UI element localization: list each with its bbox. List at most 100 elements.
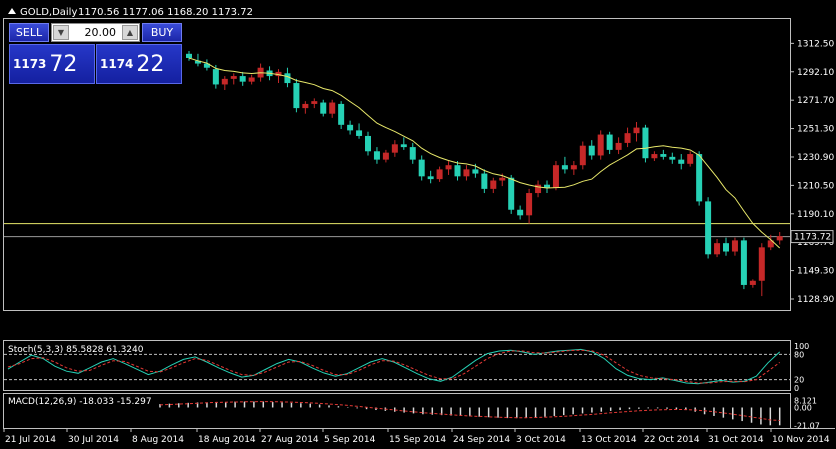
stochastic-title: Stoch(5,3,3) 85.5828 61.3240	[8, 345, 144, 355]
bearish-candle	[293, 78, 300, 113]
lot-decrease-button[interactable]: ▼	[53, 25, 69, 40]
candle-body	[400, 144, 407, 148]
sell-button[interactable]: SELL	[9, 23, 49, 42]
bearish-candle	[705, 197, 712, 259]
candle-body	[633, 127, 640, 134]
candle-body	[517, 209, 524, 216]
lot-size-value[interactable]: 20.00	[84, 26, 117, 39]
candle-body	[338, 103, 345, 125]
bearish-candle	[418, 155, 425, 181]
bearish-candle	[356, 123, 363, 139]
date-tick-label: 15 Sep 2014	[389, 435, 446, 445]
candle-body	[481, 173, 488, 189]
buy-button[interactable]: BUY	[142, 23, 182, 42]
bullish-candle	[329, 99, 336, 118]
date-tick-label: 8 Aug 2014	[132, 435, 184, 445]
candle-body	[365, 135, 371, 152]
price-tick-label: 1210.50	[797, 181, 834, 191]
candle-body	[347, 124, 354, 131]
candle-body	[651, 154, 658, 159]
candle-body	[284, 73, 291, 84]
candle-body	[570, 165, 577, 170]
candle-body	[731, 240, 738, 252]
bullish-candle	[776, 232, 783, 245]
candle-body	[749, 280, 756, 285]
candle-body	[463, 169, 470, 177]
bearish-candle	[606, 131, 613, 155]
price-tick-label: 1312.50	[797, 39, 834, 49]
candle-body	[758, 247, 765, 281]
candle-body	[552, 165, 559, 188]
bullish-candle	[311, 98, 318, 109]
candle-body	[472, 169, 479, 174]
macd-tick-label: -21.07	[794, 421, 820, 430]
date-tick-label: 27 Aug 2014	[261, 435, 319, 445]
bullish-candle	[382, 149, 389, 163]
date-tick-label: 24 Sep 2014	[453, 435, 510, 445]
buy-price-quote[interactable]: 1174 22	[96, 44, 182, 84]
last-price-badge: 1173.72	[790, 230, 834, 244]
bullish-candle	[758, 243, 765, 297]
bearish-candle	[284, 67, 291, 88]
candle-body	[499, 177, 506, 181]
chevron-up-icon: ▲	[126, 28, 134, 37]
sell-price-quote[interactable]: 1173 72	[9, 44, 95, 84]
bearish-candle	[481, 169, 488, 194]
bearish-candle	[696, 151, 703, 206]
candle-body	[660, 154, 667, 157]
candle-body	[669, 156, 676, 160]
stochastic-tick-label: 100	[794, 342, 809, 351]
candle-body	[302, 103, 309, 109]
candle-body	[767, 240, 774, 248]
bullish-candle	[248, 74, 255, 85]
candle-body	[239, 76, 246, 82]
candle-body	[579, 145, 586, 166]
chart-symbol-label: GOLD,Daily	[20, 7, 77, 18]
bullish-candle	[221, 76, 228, 91]
candle-body	[373, 151, 380, 160]
candle-body	[615, 142, 622, 150]
price-tick-label: 1230.90	[797, 153, 834, 163]
candle-body	[409, 147, 416, 160]
date-tick-label: 21 Jul 2014	[5, 435, 56, 445]
bullish-candle	[490, 177, 497, 194]
lot-increase-button[interactable]: ▲	[122, 25, 138, 40]
buy-price-small: 1174	[100, 57, 134, 71]
date-tick-label: 3 Oct 2014	[516, 435, 566, 445]
last-price-badge-box	[790, 230, 834, 244]
bearish-candle	[544, 180, 550, 194]
bearish-candle	[508, 174, 515, 214]
bearish-candle	[338, 101, 345, 129]
candle-body	[427, 176, 434, 180]
date-tick-label: 22 Oct 2014	[644, 435, 700, 445]
price-tick-label: 1190.10	[797, 210, 834, 220]
stochastic-main-line	[7, 348, 781, 385]
price-tick-label: 1128.90	[797, 295, 834, 305]
bearish-candle	[400, 137, 407, 150]
candle-body	[203, 63, 210, 68]
bullish-candle	[445, 161, 452, 175]
bearish-candle	[203, 59, 210, 71]
bearish-candle	[669, 152, 676, 164]
bearish-candle	[409, 142, 416, 164]
bearish-candle	[561, 156, 568, 174]
stochastic-tick-label: 20	[794, 376, 804, 385]
candle-body	[723, 243, 729, 252]
bullish-candle	[230, 73, 237, 85]
bearish-candle	[365, 131, 371, 156]
macd-tick-label: 8.121	[794, 397, 817, 406]
candle-body	[606, 134, 613, 150]
bullish-candle	[749, 279, 756, 288]
collapse-triangle-icon[interactable]	[8, 8, 16, 14]
candle-body	[678, 159, 685, 164]
candle-body	[714, 243, 721, 255]
lot-size-input[interactable]: ▼ 20.00 ▲	[51, 23, 140, 42]
candle-body	[561, 165, 568, 170]
bearish-candle	[723, 237, 729, 256]
bullish-candle	[535, 180, 542, 198]
candle-body	[382, 152, 389, 160]
price-tick-label: 1251.30	[797, 125, 834, 135]
candle-body	[597, 134, 604, 156]
bullish-candle	[767, 234, 774, 251]
price-tick-label: 1292.10	[797, 68, 834, 78]
